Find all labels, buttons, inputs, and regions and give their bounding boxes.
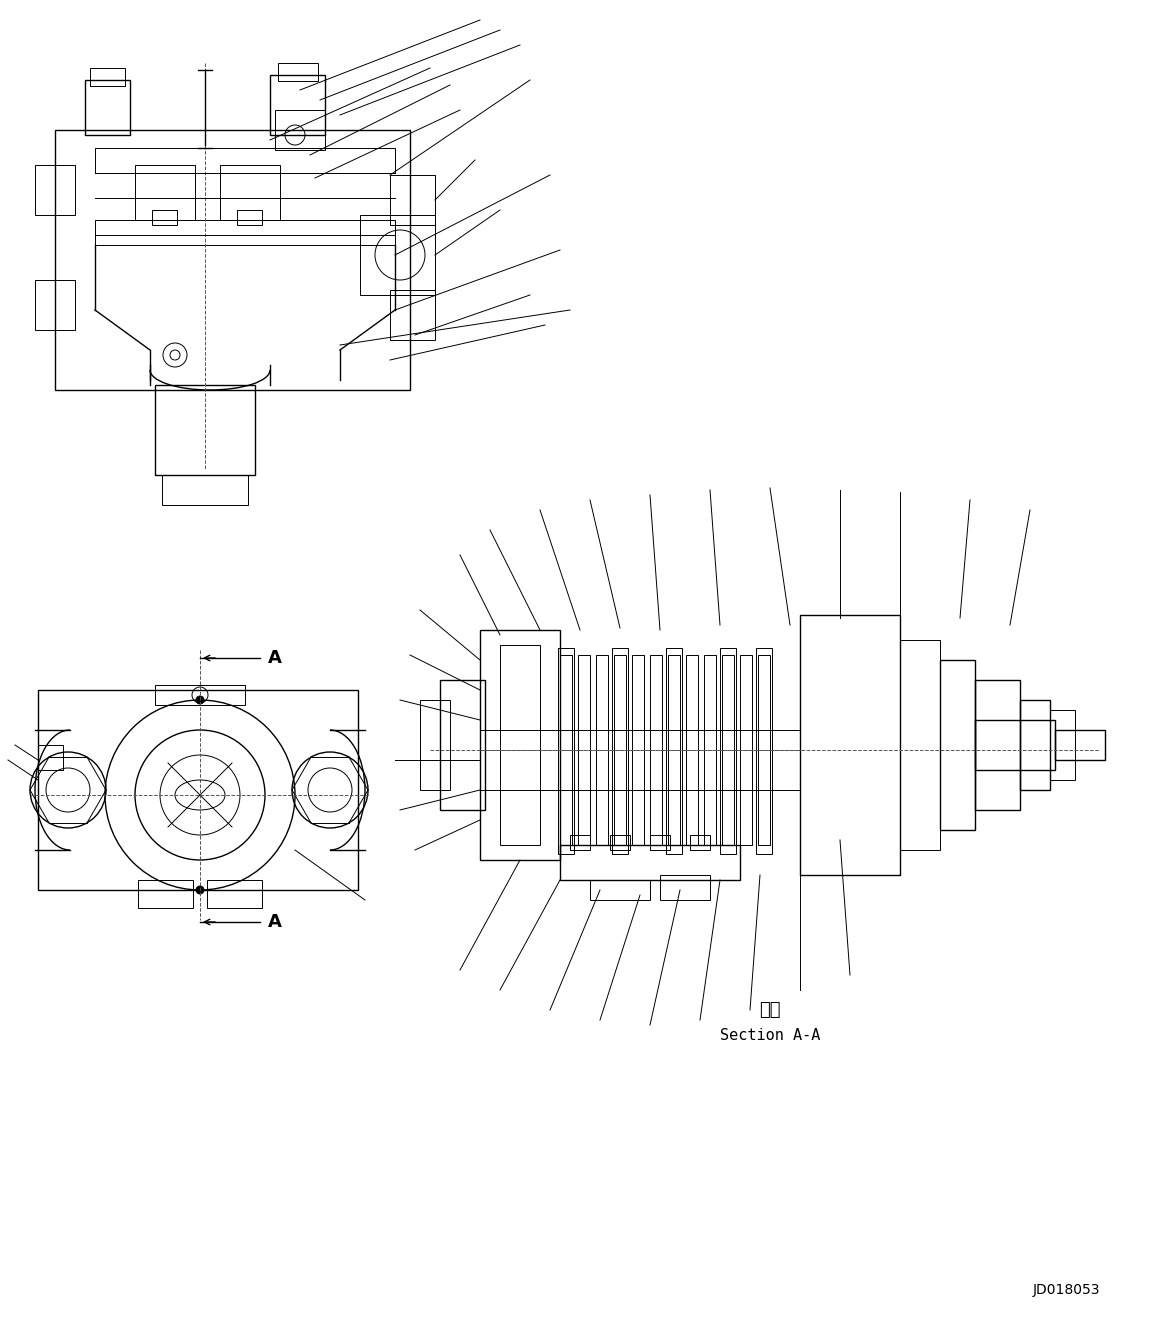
Bar (480, 731, 800, 789)
Bar (756, 648, 772, 854)
Bar (758, 656, 770, 846)
Circle shape (197, 886, 204, 894)
Bar (135, 165, 195, 219)
Bar (611, 835, 630, 850)
Bar (704, 656, 716, 846)
Bar (666, 648, 682, 854)
Bar (55, 130, 411, 389)
Bar (420, 700, 450, 789)
Bar (361, 215, 435, 294)
Bar (900, 640, 940, 850)
Text: 断面: 断面 (759, 1001, 780, 1020)
Bar (650, 835, 670, 850)
Bar (614, 656, 626, 846)
Bar (650, 656, 662, 846)
Bar (690, 835, 709, 850)
Bar (1020, 700, 1050, 789)
Bar (612, 648, 628, 854)
Bar (1050, 710, 1075, 780)
Bar (274, 110, 324, 150)
Bar (440, 680, 485, 809)
Text: Section A-A: Section A-A (720, 1028, 820, 1042)
Bar (38, 690, 358, 890)
Bar (35, 165, 74, 215)
Bar (390, 290, 435, 340)
Circle shape (197, 696, 204, 704)
Bar (659, 875, 709, 900)
Bar (220, 165, 280, 219)
Bar (975, 680, 1020, 809)
Bar (207, 880, 262, 909)
Bar (38, 745, 63, 769)
Bar (162, 475, 248, 504)
Bar (561, 846, 740, 880)
Bar (668, 656, 680, 846)
Bar (940, 660, 975, 830)
Bar (686, 656, 698, 846)
Text: A: A (267, 649, 281, 668)
Bar (278, 63, 317, 82)
Text: A: A (267, 913, 281, 931)
Text: JD018053: JD018053 (1033, 1283, 1100, 1297)
Bar (270, 75, 324, 135)
Bar (740, 656, 752, 846)
Bar (632, 656, 644, 846)
Bar (35, 280, 74, 330)
Bar (480, 630, 561, 860)
Bar (578, 656, 590, 846)
Bar (95, 219, 395, 245)
Bar (590, 880, 650, 900)
Bar (152, 210, 177, 225)
Bar (500, 645, 540, 846)
Bar (722, 656, 734, 846)
Bar (90, 68, 124, 86)
Bar (1055, 731, 1105, 760)
Bar (237, 210, 262, 225)
Bar (558, 648, 575, 854)
Bar (570, 835, 590, 850)
Bar (155, 685, 245, 705)
Bar (800, 615, 900, 875)
Bar (390, 175, 435, 225)
Bar (720, 648, 736, 854)
Bar (595, 656, 608, 846)
Bar (138, 880, 193, 909)
Bar (155, 385, 255, 475)
Bar (561, 656, 572, 846)
Bar (85, 80, 130, 135)
Bar (975, 720, 1055, 769)
Bar (95, 149, 395, 173)
